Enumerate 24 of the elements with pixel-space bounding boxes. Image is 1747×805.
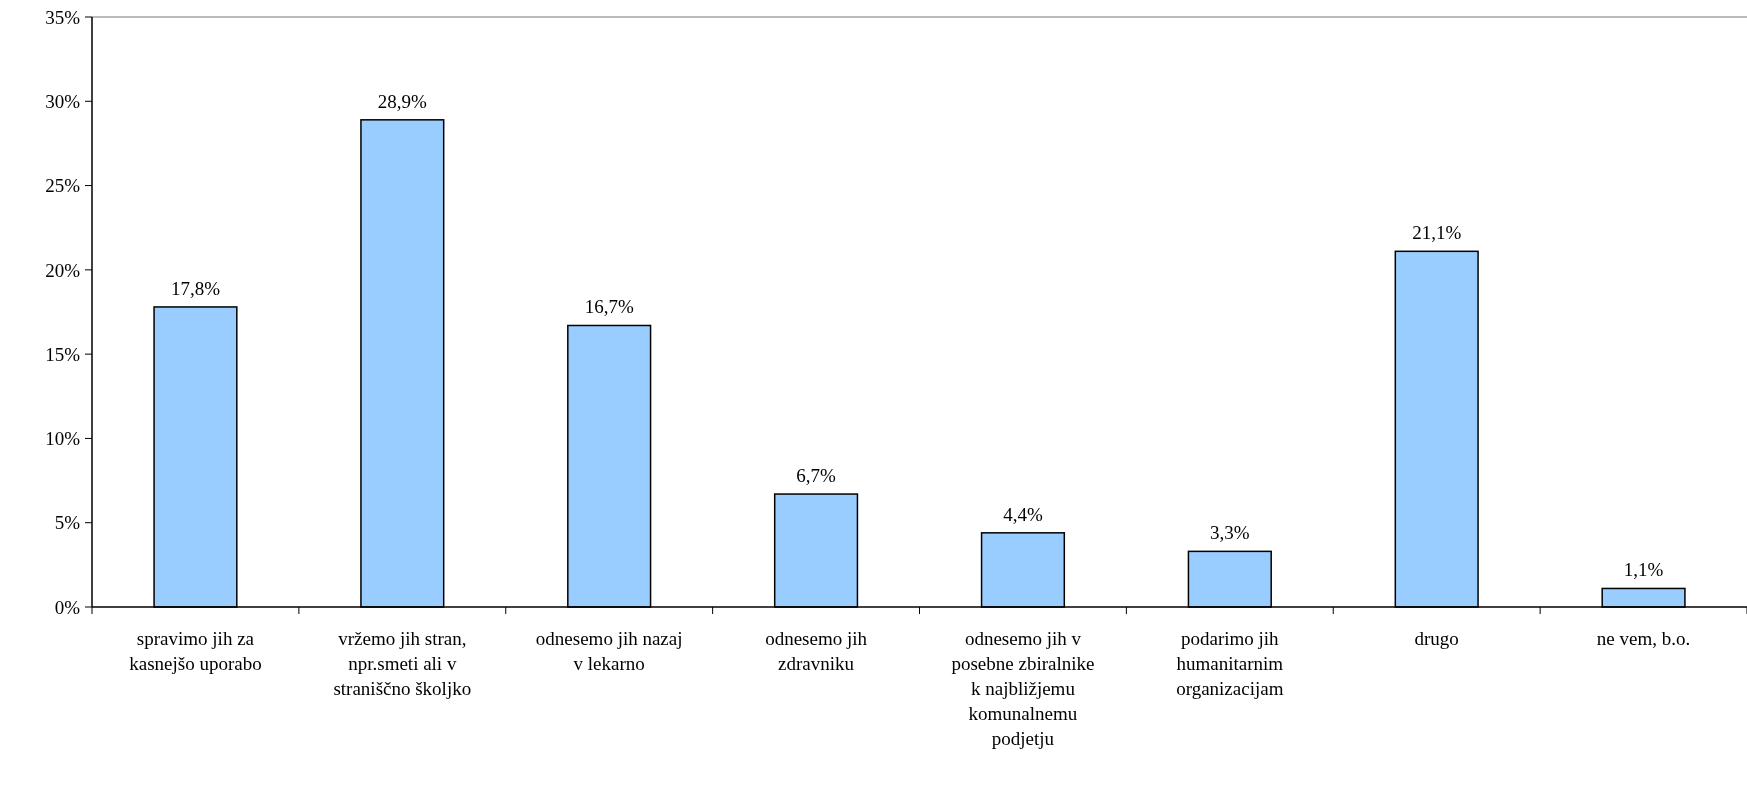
x-tick-label: odnesemo jih v posebne zbiralnike k najbližjemu komunalnemu podjetju <box>951 628 1095 749</box>
x-tick-label: vržemo jih stran, npr.smeti ali v straniščno školjko <box>333 628 472 699</box>
x-tick-label: odnesemo jih zdravniku <box>765 628 868 674</box>
y-tick-label: 25% <box>45 175 81 197</box>
x-tick-label: spravimo jih za kasnejšo uporabo <box>129 628 262 674</box>
y-tick-label: 30% <box>45 90 81 112</box>
data-label: 1,1% <box>1623 559 1664 581</box>
y-tick-label: 15% <box>45 343 81 365</box>
data-label: 3,3% <box>1210 522 1250 544</box>
data-label: 6,7% <box>796 465 837 487</box>
x-tick-label: drugo <box>1414 628 1459 649</box>
x-tick-label: podarimo jih humanitarnim organizacijam <box>1176 628 1284 699</box>
data-label: 21,1% <box>1412 222 1462 244</box>
y-tick-label: 5% <box>54 512 81 534</box>
y-tick-label: 10% <box>45 428 81 450</box>
data-label: 17,8% <box>170 277 221 299</box>
x-tick-label: ne vem, b.o. <box>1596 628 1691 649</box>
x-tick-label: odnesemo jih nazaj v lekarno <box>535 628 683 674</box>
data-label: 4,4% <box>1003 503 1043 525</box>
data-label: 28,9% <box>377 90 428 112</box>
data-label: 16,7% <box>584 296 634 318</box>
y-tick-label: 0% <box>54 596 81 618</box>
y-tick-label: 35% <box>45 6 81 28</box>
y-tick-label: 20% <box>45 259 81 281</box>
